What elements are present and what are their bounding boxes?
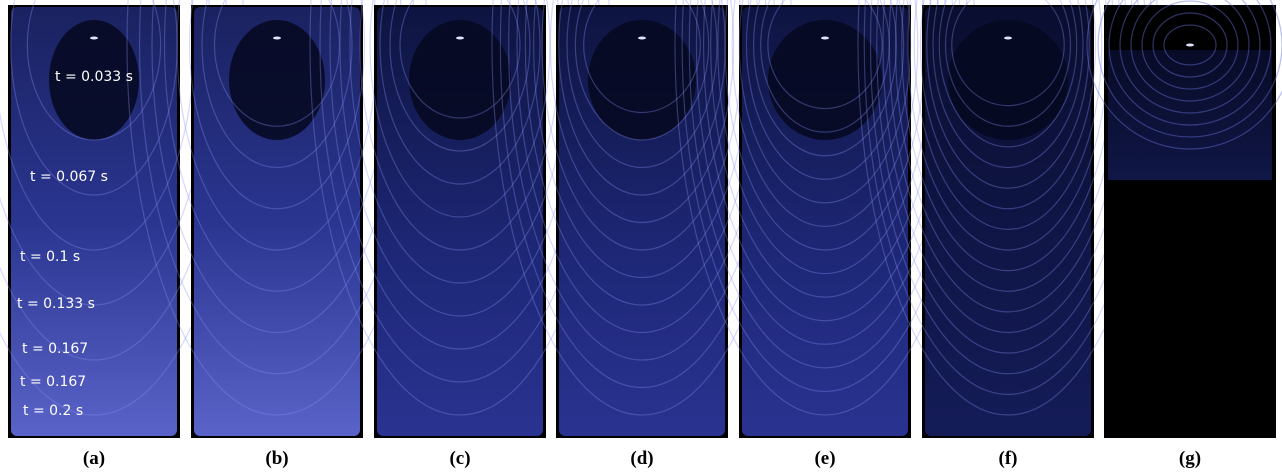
time-annotation: t = 0.133 s [17, 296, 95, 312]
time-annotation: t = 0.2 s [23, 403, 83, 419]
figure: (a) (b) (c) (d) (e) (f) (g) t = 0.033 s t = 0.06… [0, 0, 1282, 472]
panel-label: (b) [265, 448, 288, 469]
panel-label: (g) [1179, 448, 1201, 469]
panel-label: (a) [83, 448, 105, 469]
time-annotation: t = 0.033 s [55, 69, 133, 85]
light-spot [456, 37, 464, 40]
time-annotation: t = 0.167 [22, 341, 88, 357]
panel-label: (f) [999, 448, 1018, 469]
time-annotation: t = 0.1 s [20, 249, 80, 265]
panel-label: (e) [814, 448, 835, 469]
light-spot [273, 37, 281, 40]
photo-panel [1087, 0, 1282, 438]
light-spot [821, 37, 829, 40]
time-annotation: t = 0.067 s [30, 169, 108, 185]
light-spot [638, 37, 646, 40]
light-spot [90, 37, 98, 40]
light-spot [1004, 37, 1012, 40]
panel-label: (c) [449, 448, 470, 469]
light-spot [1186, 44, 1194, 47]
time-annotation: t = 0.167 [20, 374, 86, 390]
photo-body [1108, 50, 1272, 180]
panel-label: (d) [630, 448, 653, 469]
